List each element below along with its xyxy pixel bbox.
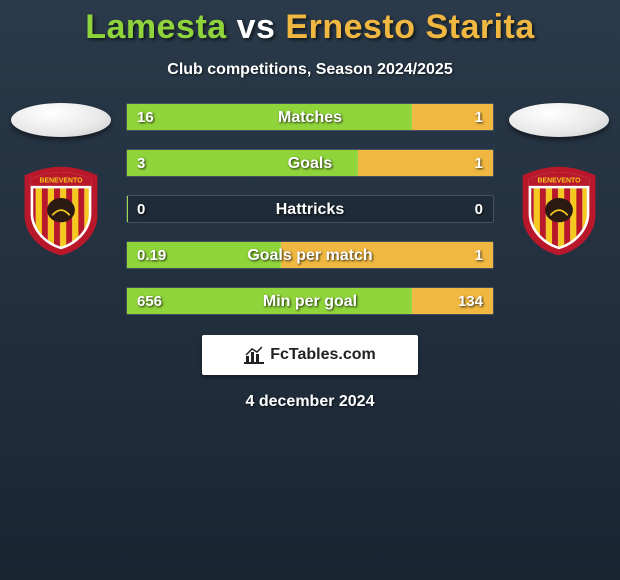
- chart-icon: [244, 346, 264, 364]
- svg-text:BENEVENTO: BENEVENTO: [39, 177, 83, 184]
- stat-bar-right: [358, 150, 493, 176]
- player2-name: Ernesto Starita: [285, 8, 534, 46]
- stat-row: Hattricks00: [126, 195, 494, 223]
- player2-club-crest: BENEVENTO: [515, 165, 603, 257]
- stat-row: Goals per match0.191: [126, 241, 494, 269]
- stat-bar-right: [412, 104, 493, 130]
- stat-bar-right: [412, 288, 493, 314]
- player1-club-crest: BENEVENTO: [17, 165, 105, 257]
- main-layout: BENEVENTO Matches161 Goals31 Hattricks00 Go…: [0, 103, 620, 315]
- player2-head-icon: [509, 103, 609, 137]
- stat-row: Goals31: [126, 149, 494, 177]
- svg-text:BENEVENTO: BENEVENTO: [537, 177, 581, 184]
- player1-head-icon: [11, 103, 111, 137]
- attribution-badge: FcTables.com: [202, 335, 418, 375]
- right-side: BENEVENTO: [504, 103, 614, 257]
- stat-row: Min per goal656134: [126, 287, 494, 315]
- stat-row: Matches161: [126, 103, 494, 131]
- attribution-text: FcTables.com: [270, 346, 376, 364]
- stat-bar-left: [127, 150, 358, 176]
- stat-bar-left: [127, 288, 412, 314]
- left-side: BENEVENTO: [6, 103, 116, 257]
- stat-bar-right: [281, 242, 493, 268]
- page-title: Lamesta vs Ernesto Starita: [0, 8, 620, 47]
- stats-list: Matches161 Goals31 Hattricks00 Goals per ma…: [126, 103, 494, 315]
- stat-bar-left: [127, 104, 412, 130]
- subtitle: Club competitions, Season 2024/2025: [0, 61, 620, 79]
- vs-text: vs: [237, 8, 276, 46]
- crest-icon: BENEVENTO: [515, 165, 603, 257]
- crest-icon: BENEVENTO: [17, 165, 105, 257]
- date-text: 4 december 2024: [0, 393, 620, 411]
- player1-name: Lamesta: [85, 8, 226, 46]
- stat-bar-left: [127, 242, 281, 268]
- comparison-card: Lamesta vs Ernesto Starita Club competit…: [0, 0, 620, 411]
